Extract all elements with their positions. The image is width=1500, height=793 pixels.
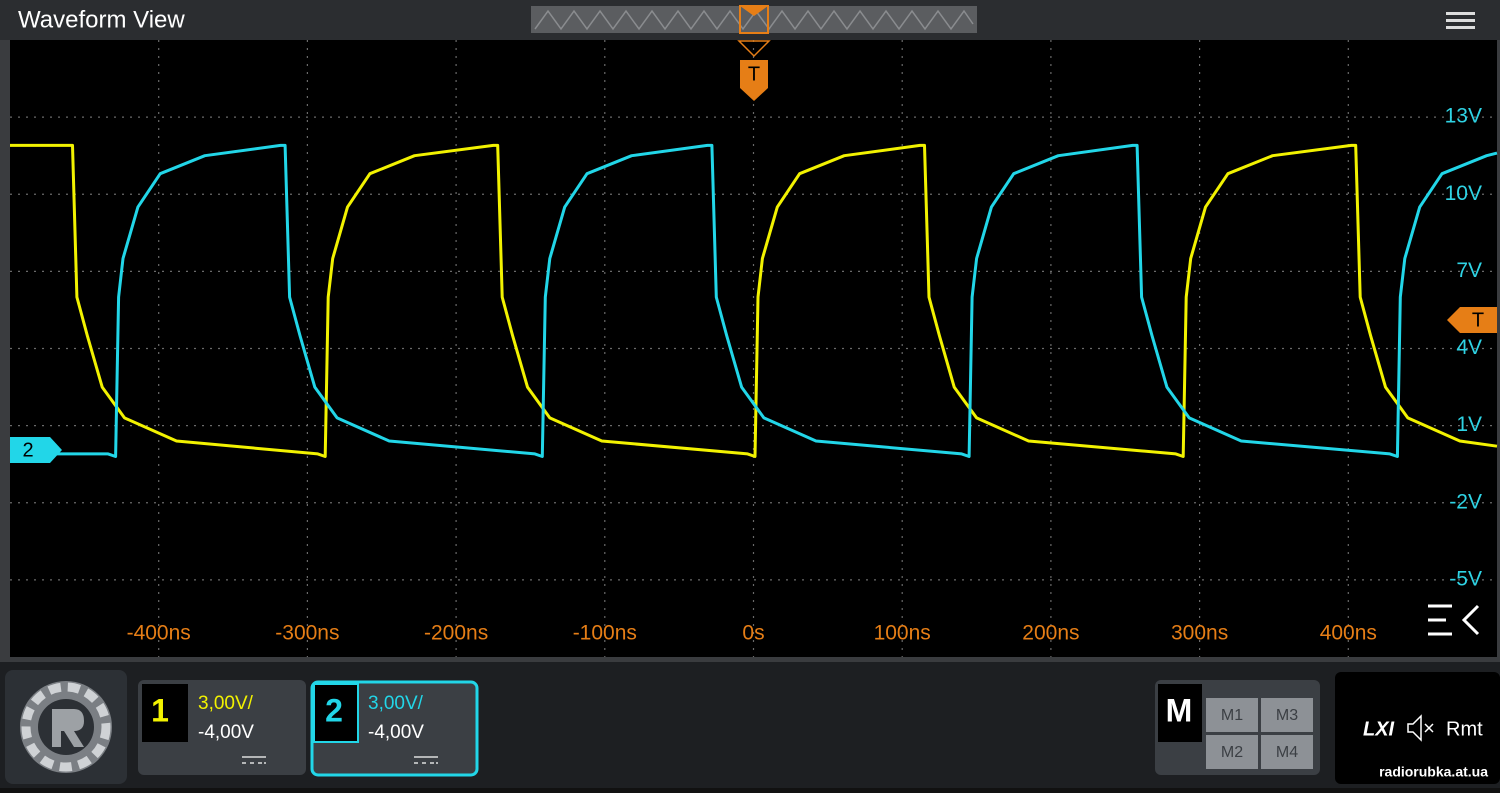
logo	[20, 681, 112, 773]
x-tick-label: 100ns	[874, 622, 931, 645]
trace	[10, 143, 1498, 458]
channel2-marker-label: 2	[22, 439, 33, 461]
channel1-offset: -4,00V	[198, 722, 254, 743]
y-tick-label: 4V	[1456, 336, 1482, 359]
logo-r	[52, 709, 84, 747]
x-tick-label: 0s	[742, 622, 764, 645]
menu-line	[1446, 26, 1475, 29]
channel1-coupling	[242, 756, 266, 764]
collapse-arrow	[1461, 604, 1480, 636]
math-button[interactable]	[1206, 735, 1258, 769]
trace	[10, 143, 1498, 458]
tick-labels: 13V 10V 7V 4V 1V -2V -5V -400ns -300ns -200ns -100…	[127, 105, 1482, 645]
channel2-number: 2	[325, 692, 343, 728]
x-tick-label: 300ns	[1171, 622, 1228, 645]
channel1-scale: 3,00V/	[198, 693, 254, 714]
math-button[interactable]	[1206, 698, 1258, 732]
math-item: M4	[1276, 744, 1298, 761]
collapse-lines	[1428, 604, 1452, 636]
channel2-number-box	[313, 683, 359, 743]
y-tick-label: 1V	[1456, 413, 1482, 436]
x-tick-label: 400ns	[1320, 622, 1377, 645]
status-box	[1335, 672, 1500, 784]
logo-teeth	[21, 682, 111, 772]
y-tick-label: 10V	[1445, 182, 1482, 205]
x-tick-label: -200ns	[424, 622, 488, 645]
math-label: M	[1166, 692, 1193, 728]
x-tick-label: -100ns	[573, 622, 637, 645]
trigger-position-outline	[737, 40, 771, 58]
x-tick-label: 200ns	[1022, 622, 1079, 645]
channel2-scale: 3,00V/	[368, 693, 424, 714]
y-tick-label: -2V	[1449, 490, 1482, 513]
math-label-box	[1158, 684, 1202, 742]
x-tick-label: -400ns	[127, 622, 191, 645]
channel2-offset: -4,00V	[368, 722, 424, 743]
menu-line	[1446, 12, 1475, 15]
x-tick-label: -300ns	[275, 622, 339, 645]
trigger-time-marker[interactable]	[740, 60, 768, 101]
channel1-number: 1	[151, 692, 169, 728]
collapse-icon[interactable]	[1428, 604, 1480, 636]
math-button[interactable]	[1261, 735, 1313, 769]
trigger-level-label: T	[1472, 309, 1484, 331]
view-title: Waveform View	[18, 6, 185, 33]
menu-icon[interactable]	[1446, 12, 1475, 29]
math-item: M2	[1221, 744, 1243, 761]
y-tick-label: 7V	[1456, 259, 1482, 282]
channel2-marker[interactable]	[10, 437, 62, 463]
plot-area[interactable]	[10, 40, 1497, 657]
overview-trigger	[740, 6, 768, 16]
remote-status: Rmt	[1446, 718, 1483, 740]
mute-icon	[1407, 714, 1434, 742]
math-button[interactable]	[1261, 698, 1313, 732]
channel2-coupling	[414, 756, 438, 764]
menu-line	[1446, 19, 1475, 22]
y-tick-label: -5V	[1449, 567, 1482, 590]
trigger-level-marker[interactable]	[1447, 307, 1497, 333]
channel1-number-box	[142, 684, 188, 742]
traces	[10, 143, 1498, 458]
lxi-status: LXI	[1363, 718, 1395, 740]
watermark: radiorubka.at.ua	[1379, 764, 1488, 780]
y-tick-label: 13V	[1445, 105, 1482, 128]
trigger-time-label: T	[748, 63, 760, 85]
math-item: M1	[1221, 707, 1243, 724]
math-item: M3	[1276, 707, 1298, 724]
